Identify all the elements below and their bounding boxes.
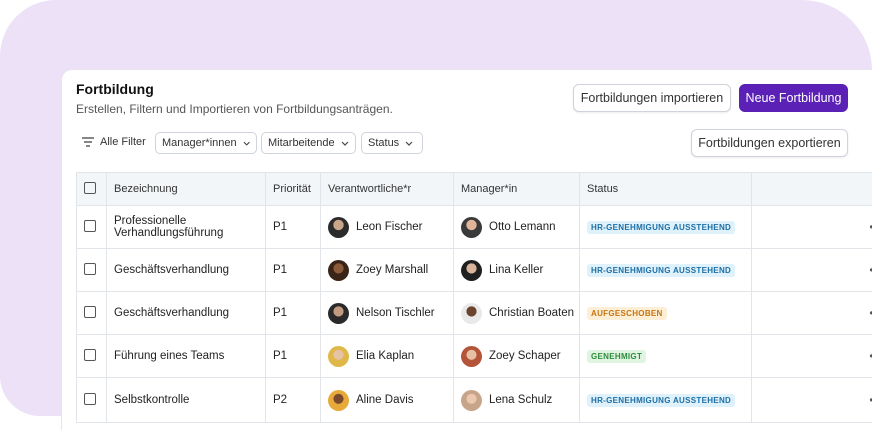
fortbildung-panel: Fortbildung Erstellen, Filtern und Impor… [62, 70, 872, 430]
select-all-checkbox[interactable] [84, 182, 96, 194]
avatar [461, 217, 482, 238]
status-badge: GENEHMIGT [587, 350, 646, 363]
training-name: Geschäftsverhandlung [107, 249, 266, 292]
column-header-actions [752, 173, 872, 206]
status-badge: HR-GENEHMIGUNG AUSSTEHEND [587, 394, 735, 407]
avatar [461, 346, 482, 367]
row-checkbox[interactable] [84, 349, 96, 361]
chevron-down-icon [243, 141, 250, 146]
avatar [328, 217, 349, 238]
column-header-owner[interactable]: Verantwortliche*r [321, 173, 454, 206]
managers-dropdown[interactable]: Manager*innen [155, 132, 257, 154]
table-row[interactable]: Führung eines Teams P1 Elia Kaplan Zoey … [77, 335, 872, 378]
column-header-name[interactable]: Bezeichnung [107, 173, 266, 206]
training-name: Professionelle Verhandlungsführung [107, 206, 266, 249]
status-badge: AUFGESCHOBEN [587, 307, 667, 320]
avatar [328, 390, 349, 411]
avatar [328, 260, 349, 281]
priority: P1 [266, 292, 321, 335]
status-badge: HR-GENEHMIGUNG AUSSTEHEND [587, 264, 735, 277]
avatar [328, 346, 349, 367]
row-checkbox[interactable] [84, 220, 96, 232]
export-button[interactable]: Fortbildungen exportieren [691, 129, 848, 157]
manager-name: Zoey Schaper [489, 350, 561, 362]
select-all-cell[interactable] [77, 173, 107, 206]
avatar [461, 390, 482, 411]
owner-name: Nelson Tischler [356, 307, 435, 319]
owner-name: Aline Davis [356, 394, 414, 406]
manager-name: Christian Boaten [489, 307, 574, 319]
manager-name: Lina Keller [489, 264, 543, 276]
row-checkbox[interactable] [84, 306, 96, 318]
avatar [328, 303, 349, 324]
avatar [461, 303, 482, 324]
status-dropdown-label: Status [368, 137, 399, 149]
employees-dropdown[interactable]: Mitarbeitende [261, 132, 356, 154]
training-table: Bezeichnung Priorität Verantwortliche*r … [76, 172, 872, 423]
owner-name: Zoey Marshall [356, 264, 428, 276]
owner-name: Elia Kaplan [356, 350, 414, 362]
table-header-row: Bezeichnung Priorität Verantwortliche*r … [77, 173, 872, 206]
column-header-manager[interactable]: Manager*in [454, 173, 580, 206]
more-horizontal-icon[interactable]: ••• [752, 335, 872, 378]
chevron-down-icon [405, 141, 413, 146]
more-horizontal-icon[interactable]: ••• [752, 206, 872, 249]
priority: P1 [266, 206, 321, 249]
table-row[interactable]: Professionelle Verhandlungsführung P1 Le… [77, 206, 872, 249]
column-header-priority[interactable]: Priorität [266, 173, 321, 206]
page-title: Fortbildung [76, 81, 154, 97]
avatar [461, 260, 482, 281]
employees-dropdown-label: Mitarbeitende [268, 137, 335, 149]
new-training-button[interactable]: Neue Fortbildung [739, 84, 848, 112]
table-row[interactable]: Geschäftsverhandlung P1 Nelson Tischler … [77, 292, 872, 335]
manager-name: Lena Schulz [489, 394, 552, 406]
all-filters-button[interactable]: Alle Filter [82, 136, 146, 148]
priority: P1 [266, 249, 321, 292]
managers-dropdown-label: Manager*innen [162, 137, 237, 149]
row-checkbox[interactable] [84, 263, 96, 275]
more-horizontal-icon[interactable]: ••• [752, 292, 872, 335]
row-checkbox[interactable] [84, 393, 96, 405]
import-button[interactable]: Fortbildungen importieren [573, 84, 731, 112]
training-name: Führung eines Teams [107, 335, 266, 378]
owner-name: Leon Fischer [356, 221, 422, 233]
status-badge: HR-GENEHMIGUNG AUSSTEHEND [587, 221, 735, 234]
priority: P1 [266, 335, 321, 378]
chevron-down-icon [341, 141, 349, 146]
more-horizontal-icon[interactable]: ••• [752, 249, 872, 292]
page-subtitle: Erstellen, Filtern und Importieren von F… [76, 102, 393, 116]
training-name: Geschäftsverhandlung [107, 292, 266, 335]
table-row[interactable]: Geschäftsverhandlung P1 Zoey Marshall Li… [77, 249, 872, 292]
manager-name: Otto Lemann [489, 221, 555, 233]
filter-icon [82, 137, 94, 147]
all-filters-label: Alle Filter [100, 136, 146, 148]
status-dropdown[interactable]: Status [361, 132, 423, 154]
column-header-status[interactable]: Status [580, 173, 752, 206]
